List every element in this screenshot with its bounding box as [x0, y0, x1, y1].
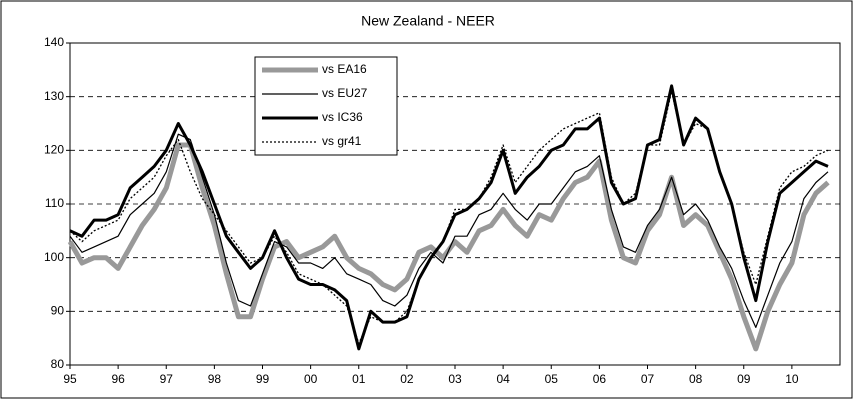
x-tick-label: 07	[641, 372, 655, 386]
legend-label: vs gr41	[322, 134, 362, 148]
legend-label: vs IC36	[322, 110, 363, 124]
legend-label: vs EU27	[322, 86, 368, 100]
legend	[254, 56, 398, 156]
plot-border	[69, 42, 841, 366]
x-tick-label: 05	[545, 372, 559, 386]
line	[69, 90, 829, 345]
x-tick-label: 96	[111, 372, 125, 386]
x-tick-label: 99	[256, 372, 270, 386]
x-tick-label: 98	[208, 372, 222, 386]
x-tick-label: 08	[689, 372, 703, 386]
y-tick-label: 110	[45, 196, 64, 210]
x-tick-label: 95	[63, 372, 77, 386]
y-tick-label: 120	[44, 143, 64, 157]
x-tick-label: 09	[737, 372, 751, 386]
x-tick-label: 01	[352, 372, 366, 386]
y-tick-label: 140	[44, 35, 64, 49]
x-tick-label: 04	[496, 372, 510, 386]
x-tick-label: 10	[785, 372, 799, 386]
y-tick-label: 80	[51, 357, 65, 371]
x-tick-label: 02	[400, 372, 414, 386]
y-tick-label: 90	[51, 304, 65, 318]
x-tick-label: 03	[448, 372, 462, 386]
y-tick-label: 130	[44, 89, 64, 103]
x-tick-label: 97	[160, 372, 174, 386]
x-tick-label: 00	[304, 372, 318, 386]
plot-area	[70, 43, 840, 365]
line	[69, 84, 829, 351]
legend-label: vs EA16	[322, 62, 367, 76]
chart-title: New Zealand - NEER	[361, 13, 495, 29]
x-tick-label: 06	[593, 372, 607, 386]
y-tick-label: 100	[44, 250, 64, 264]
